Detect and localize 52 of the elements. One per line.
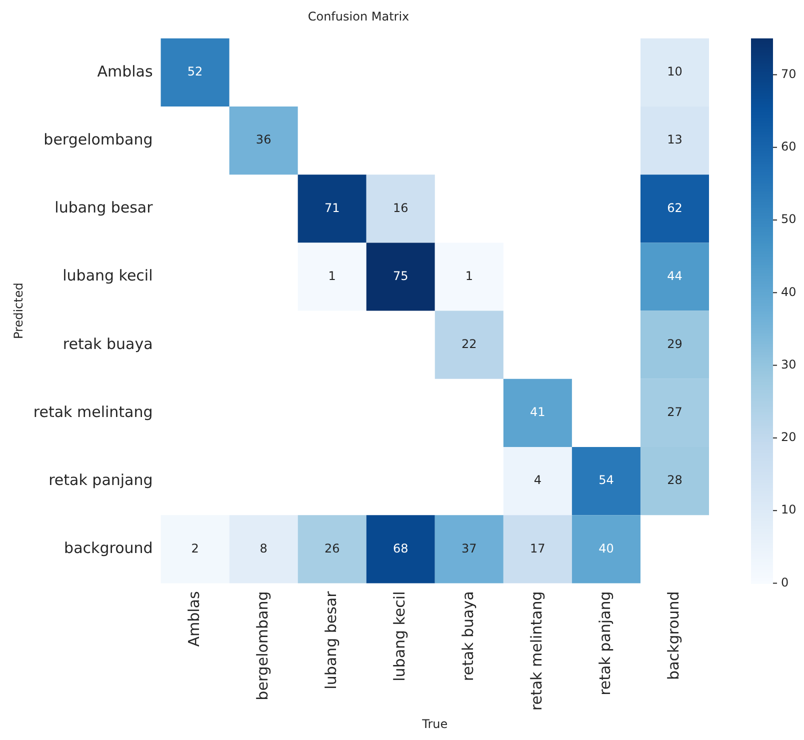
data-label: 71 bbox=[324, 200, 340, 215]
y-tick-label: retak panjang bbox=[48, 470, 153, 489]
data-label: 26 bbox=[324, 541, 340, 556]
data-label: 29 bbox=[667, 336, 682, 351]
data-label: 62 bbox=[667, 200, 682, 215]
color-bar-label: 20 bbox=[781, 430, 796, 444]
data-label: 27 bbox=[667, 405, 682, 420]
color-bar-label: 0 bbox=[781, 575, 789, 590]
x-tick-label: retak panjang bbox=[596, 591, 614, 696]
data-label: 4 bbox=[534, 473, 542, 488]
y-tick-label: Amblas bbox=[97, 62, 153, 80]
x-tick-label: retak melintang bbox=[528, 591, 546, 711]
data-label: 68 bbox=[392, 541, 408, 556]
color-bar-label: 70 bbox=[781, 66, 796, 81]
data-label: 1 bbox=[465, 268, 473, 283]
y-tick-label: retak melintang bbox=[33, 402, 153, 421]
data-label: 52 bbox=[187, 64, 203, 79]
data-label: 8 bbox=[260, 541, 268, 556]
x-tick-label: background bbox=[664, 591, 683, 680]
x-tick-label: lubang kecil bbox=[390, 591, 409, 682]
data-label: 22 bbox=[462, 336, 477, 351]
color-bar-label: 10 bbox=[781, 502, 796, 517]
data-label: 16 bbox=[392, 200, 408, 215]
color-bar-label: 30 bbox=[781, 357, 796, 372]
data-label: 44 bbox=[667, 268, 682, 283]
data-label: 28 bbox=[667, 473, 682, 488]
x-tick-label: lubang besar bbox=[322, 590, 340, 690]
data-label: 41 bbox=[530, 405, 546, 420]
y-axis-title: Predicted bbox=[11, 282, 26, 339]
y-tick-label: background bbox=[64, 539, 153, 558]
data-label: 36 bbox=[256, 132, 272, 147]
y-tick-label: retak buaya bbox=[62, 334, 153, 353]
color-bar-label: 60 bbox=[781, 139, 796, 154]
x-tick-label: retak buaya bbox=[459, 591, 478, 682]
data-label: 13 bbox=[667, 132, 682, 147]
chart-title: Confusion Matrix bbox=[308, 9, 410, 24]
data-label: 2 bbox=[191, 541, 199, 556]
data-label: 40 bbox=[598, 541, 614, 556]
y-tick-label: lubang besar bbox=[54, 198, 154, 217]
data-label: 17 bbox=[530, 541, 546, 556]
color-bar-label: 40 bbox=[781, 284, 796, 299]
data-label: 10 bbox=[667, 64, 682, 79]
y-tick-label: bergelombang bbox=[44, 130, 153, 148]
data-label: 75 bbox=[392, 268, 408, 283]
data-label: 37 bbox=[462, 541, 477, 556]
data-label: 54 bbox=[598, 473, 614, 488]
x-axis-title: True bbox=[421, 716, 448, 731]
y-tick-label: lubang kecil bbox=[62, 266, 153, 285]
x-tick-label: bergelombang bbox=[253, 591, 272, 700]
color-bar-label: 50 bbox=[781, 212, 796, 226]
data-label: 1 bbox=[328, 268, 336, 283]
x-tick-label: Amblas bbox=[184, 591, 203, 647]
